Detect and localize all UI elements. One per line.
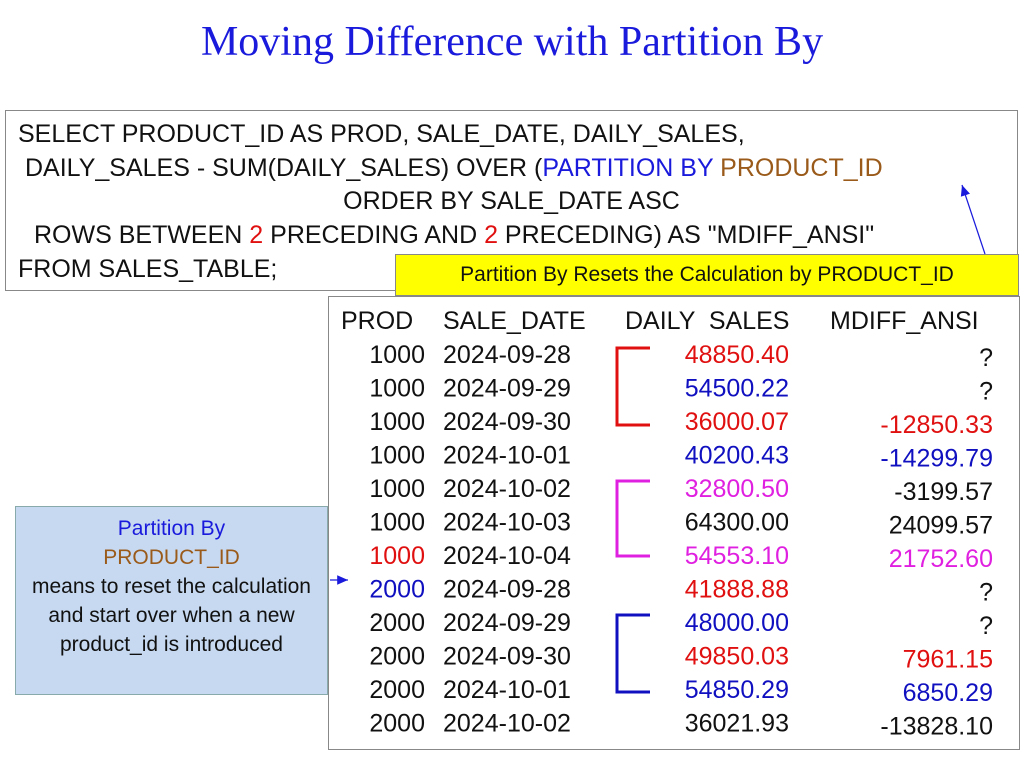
- cell: -13828.10: [880, 713, 993, 741]
- cell: 2024-10-02: [443, 475, 571, 503]
- bracket: [615, 613, 650, 694]
- cell: ?: [979, 579, 993, 607]
- cell: 2000: [369, 676, 425, 704]
- cell: 6850.29: [903, 679, 993, 707]
- column-header: DAILY SALES: [625, 307, 789, 335]
- cell: 2024-10-01: [443, 442, 571, 470]
- cell: -12850.33: [880, 411, 993, 439]
- cell: 54850.29: [685, 676, 789, 704]
- cell: 64300.00: [685, 509, 789, 537]
- cell: 21752.60: [889, 545, 993, 573]
- cell: 2024-09-28: [443, 341, 571, 369]
- cell: 2000: [369, 609, 425, 637]
- cell: 32800.50: [685, 475, 789, 503]
- cell: 2024-09-30: [443, 643, 571, 671]
- cell: 2024-10-02: [443, 710, 571, 738]
- column-header: PROD: [341, 307, 413, 335]
- cell: 1000: [369, 509, 425, 537]
- sql-text: DAILY_SALES - SUM(DAILY_SALES) OVER (: [25, 154, 543, 182]
- sql-text: FROM SALES_TABLE;: [18, 255, 278, 283]
- cell: 36021.93: [685, 710, 789, 738]
- cell: 2024-10-03: [443, 509, 571, 537]
- cell: 2024-09-29: [443, 375, 571, 403]
- column-header: MDIFF_ANSI: [830, 307, 979, 335]
- title: Moving Difference with Partition By: [200, 19, 824, 65]
- cell: 2024-10-04: [443, 542, 571, 570]
- note-highlight: PRODUCT_ID: [103, 546, 240, 569]
- cell: 2000: [369, 643, 425, 671]
- cell: 1000: [369, 408, 425, 436]
- sql-number: 2: [249, 221, 264, 249]
- bracket: [615, 346, 650, 427]
- cell: 54500.22: [685, 375, 789, 403]
- cell: 48000.00: [685, 609, 789, 637]
- cell: 24099.57: [889, 512, 993, 540]
- cell: 7961.15: [903, 646, 993, 674]
- callout: Partition By Resets the Calculation by P…: [395, 254, 1019, 296]
- cell: ?: [979, 344, 993, 372]
- cell: 2024-09-28: [443, 576, 571, 604]
- arrow: [960, 184, 986, 255]
- cell: 40200.43: [685, 442, 789, 470]
- table-cells: PROD SALE_DATE DAILY SALES MDIFF_ANSI 1000 20…: [341, 307, 993, 741]
- cell: 2024-10-01: [443, 676, 571, 704]
- bracket: [615, 479, 650, 558]
- sql-text: PRECEDING AND: [263, 221, 485, 249]
- cell: 36000.07: [685, 408, 789, 436]
- result-table: [328, 296, 1020, 750]
- cell: 48850.40: [685, 341, 789, 369]
- cell: 2000: [369, 710, 425, 738]
- cell: 2000: [369, 576, 425, 604]
- sql-text: ROWS BETWEEN: [34, 221, 250, 249]
- sql-line: SELECT PRODUCT_ID AS PROD, SALE_DATE, DA…: [18, 117, 745, 151]
- cell: 2024-09-30: [443, 408, 571, 436]
- sql-line: DAILY_SALES - SUM(DAILY_SALES) OVER (PAR…: [25, 151, 883, 185]
- cell: 49850.03: [685, 643, 789, 671]
- cell: 1000: [369, 341, 425, 369]
- sql-text: PRECEDING) AS "MDIFF_ANSI": [497, 221, 875, 249]
- sql-text: SELECT PRODUCT_ID AS PROD, SALE_DATE, DA…: [18, 120, 745, 148]
- cell: 1000: [369, 442, 425, 470]
- cell: 1000: [369, 542, 425, 570]
- cell: ?: [979, 378, 993, 406]
- cell: 1000: [369, 375, 425, 403]
- sql-text: ORDER BY SALE_DATE ASC: [343, 187, 680, 215]
- sql-keyword: PARTITION BY: [542, 154, 721, 182]
- cell: 41888.88: [685, 576, 789, 604]
- note-title: Partition By: [117, 517, 226, 540]
- sql-line: ROWS BETWEEN 2 PRECEDING AND 2 PRECEDING…: [34, 218, 874, 252]
- sql-line: FROM SALES_TABLE;: [18, 252, 277, 286]
- sql-box: SELECT PRODUCT_ID AS PROD, SALE_DATE, DA…: [5, 110, 1018, 291]
- sql-line: ORDER BY SALE_DATE ASC: [6, 184, 1017, 218]
- cell: -3199.57: [894, 478, 993, 506]
- cell: -14299.79: [880, 445, 993, 473]
- cell: 1000: [369, 475, 425, 503]
- sql-number: 2: [484, 221, 498, 249]
- cell: 54553.10: [685, 542, 789, 570]
- column-header: SALE_DATE: [443, 307, 586, 335]
- cell: 2024-09-29: [443, 609, 571, 637]
- note-box: Partition By PRODUCT_ID means to reset t…: [15, 506, 328, 695]
- sql-column: PRODUCT_ID: [720, 154, 883, 182]
- cell: ?: [979, 612, 993, 640]
- note-text: means to reset the calculation and start…: [32, 575, 311, 656]
